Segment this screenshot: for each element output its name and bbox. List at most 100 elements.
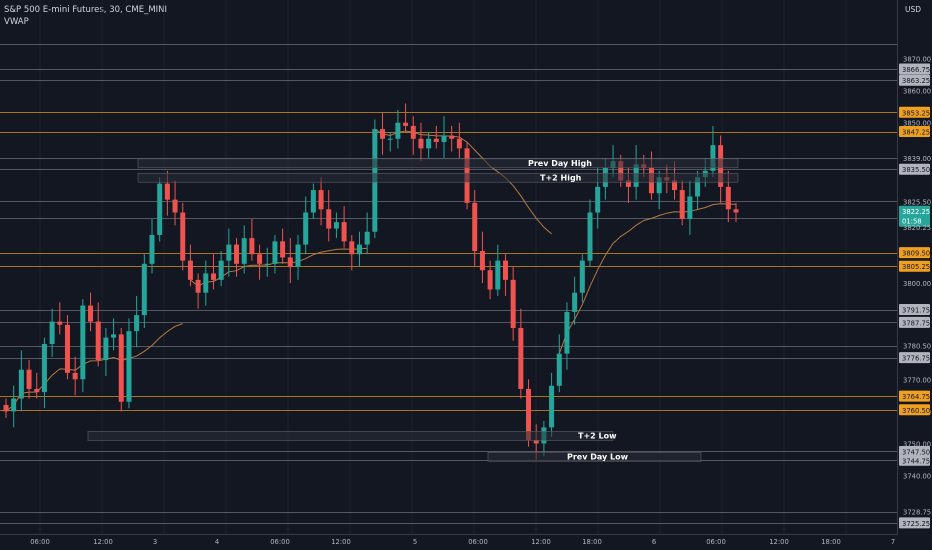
candle-body[interactable]	[226, 244, 232, 261]
candle-body[interactable]	[172, 199, 178, 213]
current-price-badge[interactable]	[899, 205, 930, 227]
price-level-label[interactable]: 3760.50	[902, 407, 930, 415]
price-level-label[interactable]: 3863.25	[902, 77, 930, 85]
candle-body[interactable]	[479, 251, 485, 271]
price-level-label[interactable]: 3791.75	[902, 307, 930, 315]
candle-body[interactable]	[418, 138, 424, 149]
candle-body[interactable]	[164, 183, 170, 200]
price-level-badge[interactable]	[899, 352, 930, 364]
candles[interactable]	[3, 103, 739, 460]
candle-body[interactable]	[395, 122, 401, 139]
candle-body[interactable]	[410, 125, 416, 139]
candle-body[interactable]	[587, 212, 593, 261]
price-level-label[interactable]: 3805.25	[902, 263, 930, 271]
candle-body[interactable]	[95, 321, 101, 361]
candle-body[interactable]	[287, 257, 293, 268]
candle-body[interactable]	[733, 209, 739, 213]
horizontal-levels[interactable]	[0, 44, 897, 524]
candle-body[interactable]	[526, 388, 532, 441]
candle-body[interactable]	[564, 311, 570, 354]
candle-body[interactable]	[34, 388, 40, 393]
candle-body[interactable]	[303, 212, 309, 245]
price-level-badge[interactable]	[899, 126, 930, 138]
prev-day-low-box[interactable]	[487, 451, 702, 462]
candle-body[interactable]	[141, 263, 147, 316]
prev-day-high-label[interactable]: Prev Day High	[528, 159, 592, 168]
price-level-badge[interactable]	[899, 163, 930, 175]
candle-body[interactable]	[88, 305, 94, 322]
price-level-badge[interactable]	[899, 304, 930, 316]
candle-body[interactable]	[218, 260, 224, 280]
price-level-label[interactable]: 3853.25	[902, 109, 930, 117]
candle-body[interactable]	[234, 244, 240, 264]
candle-body[interactable]	[126, 331, 132, 402]
candle-body[interactable]	[49, 321, 55, 345]
price-level-badge[interactable]	[899, 454, 930, 466]
candle-body[interactable]	[595, 186, 601, 213]
candle-body[interactable]	[249, 238, 255, 255]
price-level-label[interactable]: 3847.25	[902, 129, 930, 137]
candle-body[interactable]	[341, 222, 347, 242]
candle-body[interactable]	[18, 369, 24, 399]
t2-low-box[interactable]	[87, 431, 614, 441]
candle-body[interactable]	[157, 183, 163, 235]
candle-body[interactable]	[241, 238, 247, 264]
indicator-legend-vwap[interactable]: VWAP	[4, 17, 29, 27]
prev-day-low-label[interactable]: Prev Day Low	[567, 452, 629, 461]
price-level-label[interactable]: 3787.75	[902, 319, 930, 327]
candle-body[interactable]	[26, 369, 32, 389]
candle-body[interactable]	[725, 186, 731, 210]
candle-body[interactable]	[310, 190, 316, 213]
candle-body[interactable]	[510, 279, 516, 328]
candle-body[interactable]	[403, 122, 409, 126]
candle-body[interactable]	[64, 324, 70, 373]
candle-body[interactable]	[502, 260, 508, 280]
price-level-label[interactable]: 3725.25	[902, 520, 930, 528]
annotation-rectangles[interactable]: Prev Day High T+2 High T+2 Low Prev Day Low	[87, 158, 739, 462]
candle-body[interactable]	[264, 263, 270, 265]
price-level-label[interactable]: 3776.75	[902, 355, 930, 363]
price-level-badge[interactable]	[899, 106, 930, 118]
candle-body[interactable]	[80, 305, 86, 380]
candle-body[interactable]	[387, 138, 393, 140]
candle-body[interactable]	[380, 129, 386, 139]
price-level-badge[interactable]	[899, 260, 930, 272]
candle-body[interactable]	[134, 315, 140, 332]
candle-body[interactable]	[3, 404, 9, 412]
symbol-title[interactable]: S&P 500 E-mini Futures, 30, CME_MINI	[4, 5, 168, 15]
candle-body[interactable]	[695, 177, 701, 197]
candle-body[interactable]	[672, 180, 678, 191]
price-level-badge[interactable]	[899, 316, 930, 328]
candle-body[interactable]	[356, 244, 362, 255]
price-level-badge[interactable]	[899, 247, 930, 259]
candle-body[interactable]	[579, 260, 585, 293]
candle-body[interactable]	[187, 260, 193, 280]
candle-body[interactable]	[441, 135, 447, 142]
price-level-badge[interactable]	[899, 390, 930, 402]
candle-body[interactable]	[549, 385, 555, 428]
candle-body[interactable]	[72, 372, 78, 380]
candle-body[interactable]	[41, 344, 47, 393]
price-level-badge[interactable]	[899, 404, 930, 416]
candle-body[interactable]	[495, 260, 501, 290]
candle-body[interactable]	[195, 279, 201, 293]
candle-body[interactable]	[426, 138, 432, 149]
candle-body[interactable]	[103, 337, 109, 361]
price-level-badge[interactable]	[899, 517, 930, 529]
candle-body[interactable]	[710, 145, 716, 171]
candle-body[interactable]	[295, 244, 301, 268]
candle-body[interactable]	[326, 209, 332, 229]
candle-body[interactable]	[679, 190, 685, 219]
candle-body[interactable]	[118, 334, 124, 402]
candle-body[interactable]	[533, 440, 539, 444]
t2-low-label[interactable]: T+2 Low	[578, 432, 617, 441]
candle-body[interactable]	[280, 241, 286, 258]
candle-body[interactable]	[149, 234, 155, 264]
candle-body[interactable]	[349, 241, 355, 255]
price-level-label[interactable]: 3866.75	[902, 66, 930, 74]
candle-body[interactable]	[318, 190, 324, 210]
candle-body[interactable]	[518, 327, 524, 389]
prev-day-high-box[interactable]	[137, 158, 739, 169]
price-level-label[interactable]: 3809.50	[902, 250, 930, 258]
